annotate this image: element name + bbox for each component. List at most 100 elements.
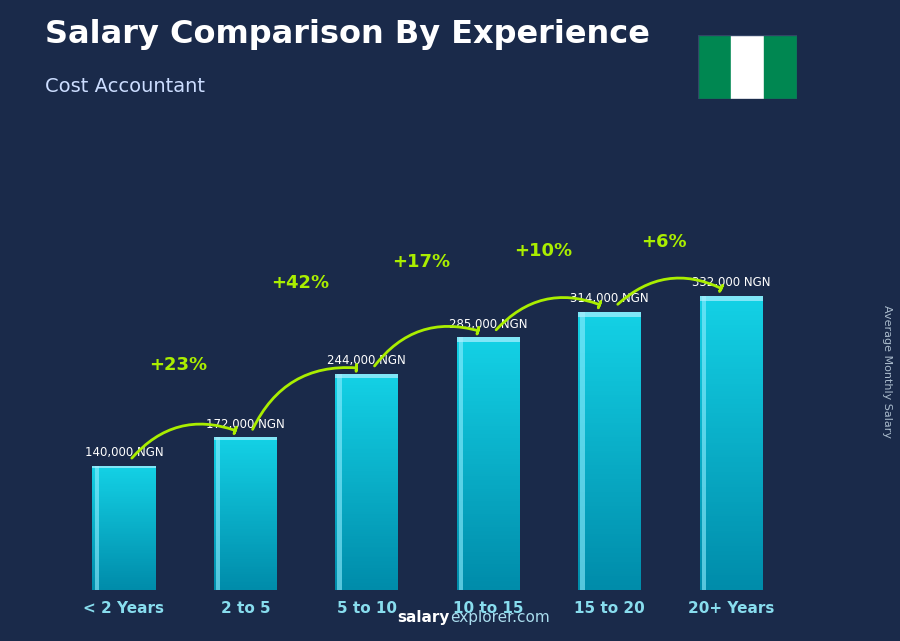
Bar [699,545,762,548]
Bar [214,586,277,587]
Bar [214,560,277,562]
Bar [335,482,399,483]
Bar [578,488,641,490]
Bar [93,526,156,527]
Bar [93,561,156,562]
Bar [578,420,641,423]
Bar [699,318,762,320]
Bar [335,431,399,433]
Text: 285,000 NGN: 285,000 NGN [449,318,527,331]
Bar [699,587,762,590]
Bar [93,531,156,532]
Bar [214,492,277,494]
Bar [699,551,762,553]
Bar [699,565,762,568]
Bar [456,442,520,445]
Bar [456,457,520,460]
Bar [578,462,641,465]
Bar [699,509,762,512]
Bar [93,562,156,563]
Bar [214,446,277,447]
Bar [699,521,762,524]
Bar [335,429,399,431]
Bar [578,416,641,419]
Bar [93,490,156,492]
Text: +6%: +6% [642,233,687,251]
Bar [578,537,641,539]
Bar [456,430,520,432]
Bar [578,400,641,402]
Bar [456,437,520,438]
Bar [93,499,156,500]
Bar [93,566,156,567]
Bar [93,538,156,539]
Bar [578,321,641,323]
Bar [93,585,156,586]
Bar [699,580,762,583]
Bar [699,408,762,411]
Bar [699,485,762,487]
Bar [335,480,399,482]
Bar [456,552,520,554]
Bar [335,379,399,381]
Bar [335,510,399,512]
Bar [456,491,520,493]
Bar [335,487,399,489]
Bar [578,326,641,328]
Bar [699,365,762,367]
Bar [214,495,277,496]
Bar [699,357,762,360]
Bar [335,579,399,581]
Bar [456,411,520,413]
Bar [699,372,762,374]
Bar [699,416,762,419]
Bar [699,497,762,499]
Bar [456,570,520,573]
Bar [93,533,156,534]
Bar [214,516,277,517]
Bar [456,422,520,424]
Bar [93,558,156,559]
Bar [214,488,277,490]
Bar [578,511,641,513]
Bar [93,503,156,504]
Bar [93,551,156,553]
Bar [456,348,520,350]
Bar [214,572,277,573]
Bar [214,554,277,556]
Bar [456,350,520,352]
Bar [578,499,641,502]
Bar [456,463,520,465]
Bar [335,583,399,585]
Bar [335,419,399,420]
Bar [699,453,762,455]
Bar [335,570,399,572]
Bar [335,519,399,521]
Bar [702,296,706,590]
Bar [699,494,762,497]
Bar [335,550,399,552]
Bar [456,453,520,455]
Bar [456,577,520,579]
Bar [578,344,641,347]
Bar [699,526,762,528]
Bar [699,396,762,399]
Bar [578,529,641,532]
Bar [335,465,399,467]
Bar [763,35,796,99]
Bar [578,423,641,425]
Bar [456,424,520,426]
Bar [578,587,641,590]
Bar [578,451,641,453]
Bar [214,576,277,577]
Bar [699,568,762,570]
Bar [578,534,641,537]
Bar [93,564,156,565]
Bar [456,340,520,342]
Bar [214,456,277,458]
Bar [214,581,277,582]
Bar [456,342,520,344]
Bar [578,490,641,492]
Bar [335,574,399,576]
Bar [578,525,641,527]
